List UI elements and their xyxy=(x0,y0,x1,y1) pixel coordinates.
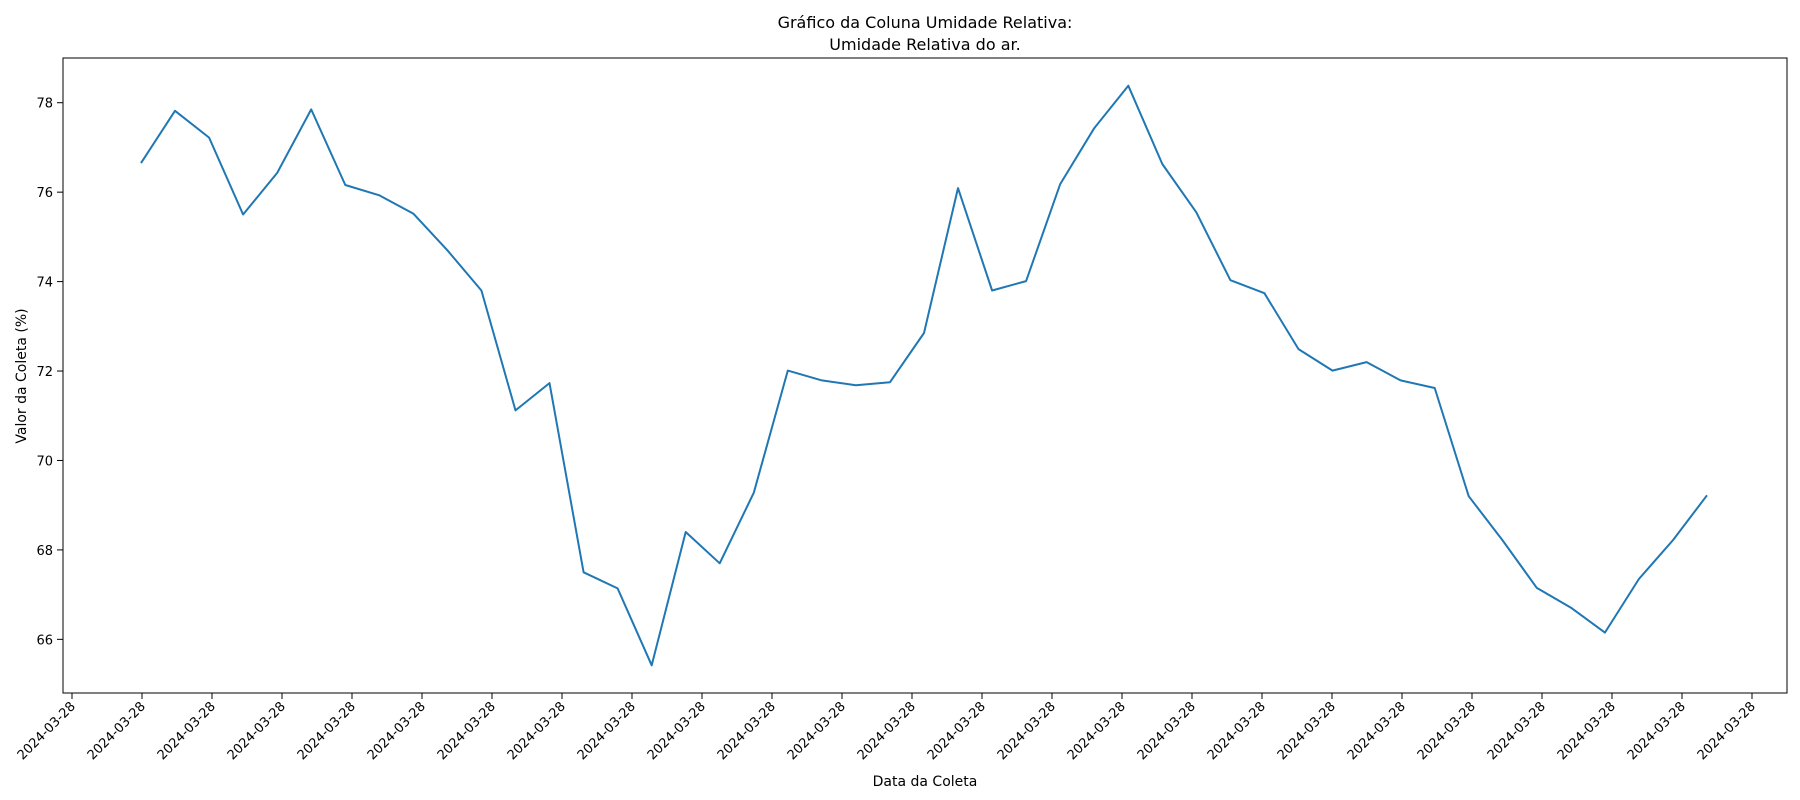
y-tick-label: 76 xyxy=(36,186,53,201)
x-tick-label: 2024-03-28 xyxy=(1555,699,1619,763)
x-tick-label: 2024-03-28 xyxy=(435,699,499,763)
x-tick-label: 2024-03-28 xyxy=(1065,699,1129,763)
y-tick-label: 70 xyxy=(36,454,53,469)
x-tick-label: 2024-03-28 xyxy=(365,699,429,763)
y-tick-label: 78 xyxy=(36,97,53,112)
x-tick-label: 2024-03-28 xyxy=(995,699,1059,763)
x-tick-label: 2024-03-28 xyxy=(645,699,709,763)
x-tick-label: 2024-03-28 xyxy=(1345,699,1409,763)
x-tick-label: 2024-03-28 xyxy=(575,699,639,763)
x-tick-label: 2024-03-28 xyxy=(1205,699,1269,763)
x-tick-label: 2024-03-28 xyxy=(785,699,849,763)
x-tick-label: 2024-03-28 xyxy=(1625,699,1689,763)
chart-title-line2: Umidade Relativa do ar. xyxy=(829,35,1020,54)
x-tick-label: 2024-03-28 xyxy=(925,699,989,763)
y-axis-ticks: 66 68 70 72 74 76 78 xyxy=(36,97,63,648)
x-tick-label: 2024-03-28 xyxy=(1415,699,1479,763)
y-axis-label: Valor da Coleta (%) xyxy=(14,308,30,443)
x-tick-label: 2024-03-28 xyxy=(855,699,919,763)
x-tick-label: 2024-03-28 xyxy=(295,699,359,763)
x-tick-label: 2024-03-28 xyxy=(1485,699,1549,763)
x-tick-label: 2024-03-28 xyxy=(715,699,779,763)
x-tick-label: 2024-03-28 xyxy=(505,699,569,763)
x-tick-label: 2024-03-28 xyxy=(155,699,219,763)
plot-frame xyxy=(62,57,1788,694)
y-tick-label: 74 xyxy=(36,276,53,291)
chart-title-line1: Gráfico da Coluna Umidade Relativa: xyxy=(778,13,1073,32)
x-tick-label: 2024-03-28 xyxy=(1695,699,1759,763)
y-tick-label: 72 xyxy=(36,365,53,380)
x-tick-label: 2024-03-28 xyxy=(225,699,289,763)
x-tick-label: 2024-03-28 xyxy=(1275,699,1339,763)
x-axis-label: Data da Coleta xyxy=(873,774,978,790)
x-axis-ticks: 2024-03-28 2024-03-28 2024-03-28 2024-03-28… xyxy=(15,693,1759,763)
x-tick-label: 2024-03-28 xyxy=(15,699,79,763)
series-line xyxy=(140,84,1708,667)
y-tick-label: 68 xyxy=(36,544,53,559)
x-tick-label: 2024-03-28 xyxy=(1135,699,1199,763)
x-tick-label: 2024-03-28 xyxy=(85,699,149,763)
y-tick-label: 66 xyxy=(36,633,53,648)
